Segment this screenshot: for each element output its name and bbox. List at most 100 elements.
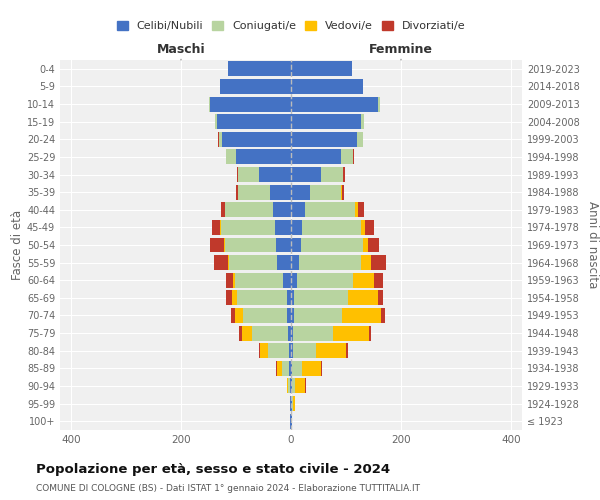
Bar xyxy=(275,238,291,252)
Bar xyxy=(365,220,373,235)
Bar xyxy=(292,378,295,394)
Bar xyxy=(287,308,291,323)
Bar xyxy=(302,220,361,235)
Bar xyxy=(291,114,361,129)
Bar xyxy=(214,255,228,270)
Bar xyxy=(291,343,293,358)
Bar xyxy=(333,326,368,340)
Y-axis label: Anni di nascita: Anni di nascita xyxy=(586,202,599,288)
Text: Maschi: Maschi xyxy=(157,44,205,57)
Bar xyxy=(232,290,237,306)
Bar xyxy=(291,202,305,218)
Legend: Celibi/Nubili, Coniugati/e, Vedovi/e, Divorziati/e: Celibi/Nubili, Coniugati/e, Vedovi/e, Di… xyxy=(113,18,469,34)
Bar xyxy=(291,308,294,323)
Bar xyxy=(209,96,291,112)
Bar xyxy=(353,150,354,164)
Bar xyxy=(302,361,321,376)
Bar xyxy=(342,308,380,323)
Bar xyxy=(362,238,368,252)
Bar xyxy=(289,361,291,376)
Bar xyxy=(291,150,341,164)
Bar xyxy=(341,150,353,164)
Bar xyxy=(291,132,357,147)
Bar xyxy=(236,150,291,164)
Bar xyxy=(229,255,277,270)
Bar xyxy=(215,114,217,129)
Bar xyxy=(274,202,291,218)
Bar xyxy=(341,184,344,200)
Bar xyxy=(293,343,316,358)
Bar xyxy=(242,326,252,340)
Bar xyxy=(291,290,295,306)
Bar xyxy=(299,255,361,270)
Bar xyxy=(291,326,293,340)
Bar xyxy=(220,79,291,94)
Bar xyxy=(224,238,225,252)
Bar xyxy=(321,361,322,376)
Bar xyxy=(321,167,343,182)
Text: COMUNE DI COLOGNE (BS) - Dati ISTAT 1° gennaio 2024 - Elaborazione TUTTITALIA.IT: COMUNE DI COLOGNE (BS) - Dati ISTAT 1° g… xyxy=(36,484,420,493)
Bar xyxy=(221,220,275,235)
Bar xyxy=(237,290,287,306)
Bar xyxy=(270,184,291,200)
Bar xyxy=(291,238,301,252)
Bar xyxy=(275,220,291,235)
Bar xyxy=(231,308,235,323)
Bar xyxy=(378,96,380,112)
Bar xyxy=(343,167,346,182)
Bar xyxy=(260,343,268,358)
Bar xyxy=(228,255,229,270)
Bar xyxy=(235,273,283,287)
Bar xyxy=(236,184,238,200)
Bar xyxy=(238,184,270,200)
Bar xyxy=(243,308,287,323)
Bar xyxy=(291,62,352,76)
Bar xyxy=(358,202,364,218)
Bar xyxy=(219,132,222,147)
Bar xyxy=(294,308,342,323)
Bar xyxy=(368,238,379,252)
Bar xyxy=(292,396,293,411)
Bar xyxy=(361,114,364,129)
Bar xyxy=(380,308,385,323)
Bar xyxy=(252,326,288,340)
Bar xyxy=(293,326,333,340)
Bar xyxy=(238,167,259,182)
Bar xyxy=(291,220,302,235)
Bar xyxy=(291,79,362,94)
Bar xyxy=(276,361,277,376)
Bar xyxy=(301,238,362,252)
Bar xyxy=(222,132,291,147)
Bar xyxy=(289,343,291,358)
Bar xyxy=(291,96,378,112)
Bar xyxy=(291,378,292,394)
Bar xyxy=(210,238,224,252)
Bar xyxy=(226,290,232,306)
Bar xyxy=(291,255,299,270)
Bar xyxy=(268,343,289,358)
Bar xyxy=(291,361,292,376)
Bar xyxy=(239,326,242,340)
Bar xyxy=(287,378,288,394)
Bar xyxy=(357,132,362,147)
Bar xyxy=(310,184,341,200)
Bar xyxy=(293,396,295,411)
Bar xyxy=(259,343,260,358)
Bar xyxy=(361,220,365,235)
Bar xyxy=(281,361,289,376)
Bar xyxy=(228,62,291,76)
Bar xyxy=(348,290,379,306)
Bar xyxy=(316,343,346,358)
Bar xyxy=(225,238,275,252)
Bar xyxy=(283,273,291,287)
Bar xyxy=(296,273,353,287)
Bar xyxy=(291,167,321,182)
Bar xyxy=(292,361,302,376)
Bar xyxy=(233,273,235,287)
Bar xyxy=(226,273,233,287)
Bar xyxy=(287,290,291,306)
Bar xyxy=(212,220,220,235)
Bar xyxy=(288,378,290,394)
Bar xyxy=(288,326,291,340)
Bar xyxy=(291,273,296,287)
